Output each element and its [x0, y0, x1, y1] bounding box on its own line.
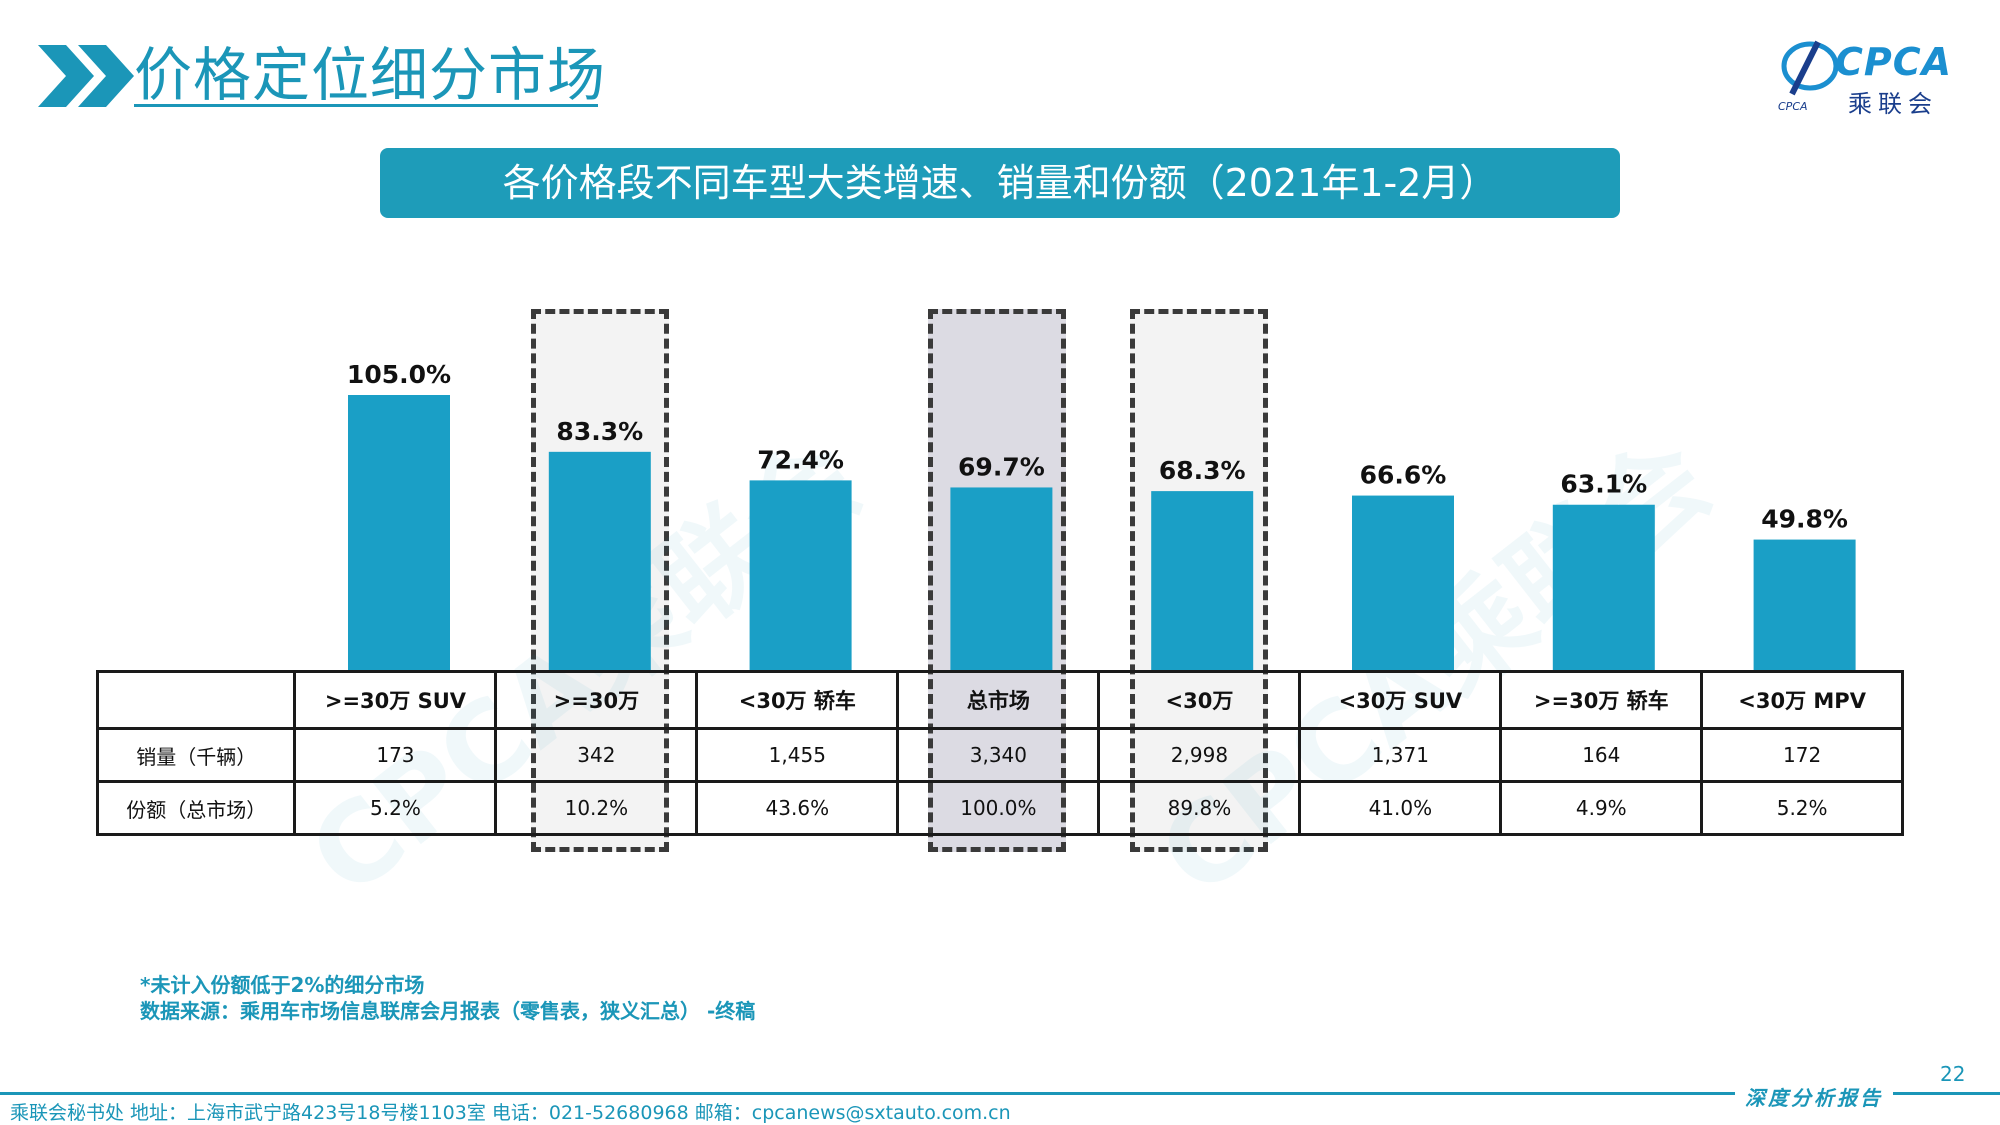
table-cell: 41.0%	[1298, 780, 1503, 836]
chart-title-banner: 各价格段不同车型大类增速、销量和份额（2021年1-2月）	[380, 148, 1620, 218]
bar	[1151, 491, 1254, 670]
page-number: 22	[1940, 1062, 1966, 1086]
table-cell: 4.9%	[1499, 780, 1704, 836]
footnote-exclusion: *未计入份额低于2%的细分市场	[140, 973, 425, 997]
bar-value-label: 83.3%	[556, 417, 643, 446]
table-header-cell: >=30万 轿车	[1499, 670, 1704, 730]
table-header-cell: >=30万 SUV	[293, 670, 498, 730]
bar	[348, 395, 450, 670]
page-title: 价格定位细分市场	[134, 41, 607, 109]
table-row-label: 份额（总市场）	[95, 780, 297, 836]
bar	[1753, 539, 1856, 670]
bar-value-label: 66.6%	[1360, 461, 1447, 490]
svg-text:CPCA: CPCA	[1778, 100, 1808, 113]
table-header-cell: <30万	[1097, 670, 1302, 730]
table-header-cell: <30万 MPV	[1700, 670, 1904, 730]
table-header-cell: <30万 轿车	[695, 670, 900, 730]
table-cell: 5.2%	[293, 780, 498, 836]
table-cell: 10.2%	[494, 780, 699, 836]
bar	[749, 480, 852, 670]
table-row-sales: 销量（千辆） 173 342 1,455 3,340 2,998 1,371 164 172	[95, 727, 1904, 783]
bar-value-label: 68.3%	[1159, 456, 1246, 485]
footer-divider	[0, 1092, 2000, 1095]
table-cell: 1,371	[1298, 727, 1503, 783]
table-cell: 172	[1700, 727, 1904, 783]
table-header-cell: <30万 SUV	[1298, 670, 1503, 730]
data-table: >=30万 SUV >=30万 <30万 轿车 总市场 <30万 <30万 SUV >=30…	[95, 670, 1904, 836]
table-cell: 342	[494, 727, 699, 783]
table-header-cell: 总市场	[896, 670, 1101, 730]
table-corner-cell	[95, 670, 297, 730]
table-header-cell: >=30万	[494, 670, 699, 730]
cpca-logo-icon: CPCA	[1778, 40, 1839, 113]
table-cell: 89.8%	[1097, 780, 1302, 836]
bar-value-label: 72.4%	[757, 445, 844, 474]
table-cell: 100.0%	[896, 780, 1101, 836]
bar-value-label: 69.7%	[958, 452, 1045, 481]
table-cell: 1,455	[695, 727, 900, 783]
logo-subtitle: 乘联会	[1848, 90, 1938, 118]
footer-contact-info: 乘联会秘书处 地址：上海市武宁路423号18号楼1103室 电话：021-526…	[10, 1102, 1011, 1124]
bar	[950, 487, 1053, 670]
table-header-row: >=30万 SUV >=30万 <30万 轿车 总市场 <30万 <30万 SUV >=30…	[95, 670, 1904, 730]
logo-text: CPCA	[1835, 40, 1953, 84]
bar-value-label: 49.8%	[1761, 505, 1848, 534]
table-cell: 43.6%	[695, 780, 900, 836]
table-cell: 173	[293, 727, 498, 783]
chevron-double-icon	[38, 45, 134, 107]
table-cell: 2,998	[1097, 727, 1302, 783]
table-cell: 164	[1499, 727, 1704, 783]
footnotes: *未计入份额低于2%的细分市场 数据来源：乘用车市场信息联席会月报表（零售表，狭…	[140, 972, 755, 1024]
title-underline	[134, 104, 598, 107]
table-row-share: 份额（总市场） 5.2% 10.2% 43.6% 100.0% 89.8% 41.0% 4.9…	[95, 780, 1904, 836]
bar	[1552, 504, 1655, 670]
table-cell: 5.2%	[1700, 780, 1904, 836]
bar-value-label: 105.0%	[347, 360, 451, 389]
bar	[548, 451, 651, 670]
table-cell: 3,340	[896, 727, 1101, 783]
bar	[1352, 495, 1454, 670]
bar-value-label: 63.1%	[1560, 470, 1647, 499]
report-tag: 深度分析报告	[1735, 1082, 1893, 1111]
table-row-label: 销量（千辆）	[95, 727, 297, 783]
footnote-source: 数据来源：乘用车市场信息联席会月报表（零售表，狭义汇总） -终稿	[140, 999, 756, 1023]
